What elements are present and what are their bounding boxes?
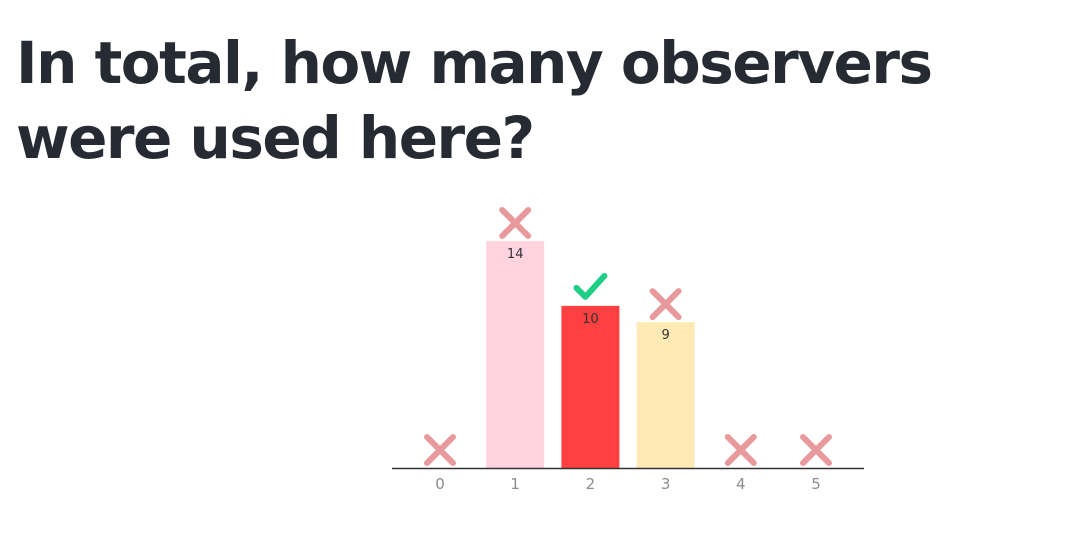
cross-icon [724, 434, 757, 466]
value-label-3: 9 [661, 328, 669, 343]
value-label-1: 14 [507, 247, 524, 262]
bar-2[interactable] [561, 305, 620, 468]
check-icon [573, 272, 608, 300]
value-labels-layer: 14 10 9 [507, 247, 670, 343]
tick-label-4: 4 [736, 475, 746, 493]
tick-label-0: 0 [435, 475, 445, 493]
tick-label-2: 2 [586, 475, 596, 493]
bars-layer [486, 241, 695, 468]
cross-icon [499, 207, 532, 239]
bar-3[interactable] [636, 322, 695, 468]
tick-label-1: 1 [510, 475, 520, 493]
cross-icon [800, 434, 832, 466]
tick-labels-layer: 0 1 2 3 4 5 [435, 475, 821, 493]
tick-label-3: 3 [661, 475, 671, 493]
cross-icon [649, 288, 682, 321]
answer-marks-layer [424, 207, 832, 466]
bar-1[interactable] [486, 241, 545, 468]
tick-label-5: 5 [811, 475, 821, 493]
question-title: In total, how many observers were used h… [16, 29, 933, 172]
cross-icon [424, 434, 456, 466]
value-label-2: 10 [582, 312, 599, 327]
